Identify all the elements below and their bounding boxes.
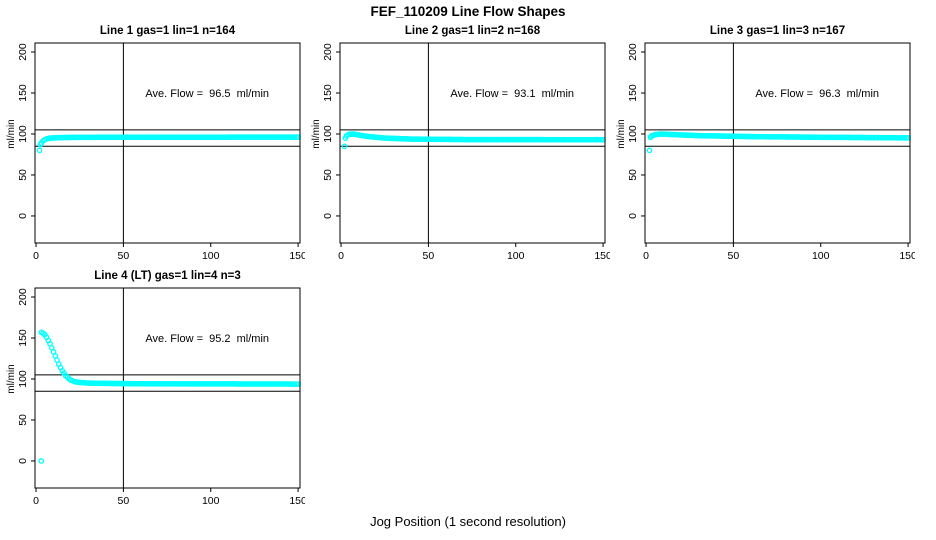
x-axis-label: Jog Position (1 second resolution) <box>370 514 566 529</box>
x-tick-label: 50 <box>728 250 740 262</box>
plot-border <box>34 287 301 489</box>
plot-line-3: 0 50 100 150 0 50 100 150 200 ml/min Ave. Flow = 9… <box>616 42 915 262</box>
x-axis: 0 50 100 150 <box>33 488 305 507</box>
reference-lines <box>340 43 605 243</box>
x-tick-label: 0 <box>33 495 39 507</box>
y-tick-label: 0 <box>322 213 334 219</box>
y-tick-label: 100 <box>17 125 29 143</box>
data-point <box>36 147 43 154</box>
plot-line-4: 0 50 100 150 0 50 100 150 200 ml/min Ave. Flow = 9… <box>6 287 305 507</box>
data-points <box>38 329 301 464</box>
y-tick-label: 150 <box>17 329 29 347</box>
y-tick-label: 50 <box>627 169 639 181</box>
y-axis-title: ml/min <box>6 119 17 148</box>
y-axis-title: ml/min <box>616 119 627 148</box>
x-tick-label: 50 <box>118 250 130 262</box>
x-axis: 0 50 100 150 <box>33 243 305 262</box>
data-point <box>341 143 348 150</box>
plot-line-1: 0 50 100 150 0 50 100 150 200 ml/min Ave. Flow = 9… <box>6 42 305 262</box>
plot-line-2: 0 50 100 150 0 50 100 150 200 ml/min Ave. Flow = 9… <box>311 42 610 262</box>
data-point <box>646 147 653 154</box>
y-tick-label: 0 <box>627 213 639 219</box>
y-tick-label: 200 <box>322 43 334 61</box>
ave-flow-annotation: Ave. Flow = 96.5 ml/min <box>145 88 269 100</box>
y-tick-label: 200 <box>627 43 639 61</box>
x-tick-label: 50 <box>423 250 435 262</box>
panel-line-3: Line 3 gas=1 lin=3 n=167 0 50 100 150 0 50 100… <box>615 25 915 270</box>
x-tick-label: 0 <box>338 250 344 262</box>
x-tick-label: 150 <box>289 495 305 507</box>
x-tick-label: 0 <box>643 250 649 262</box>
y-axis-title: ml/min <box>6 364 17 393</box>
figure-title: FEF_110209 Line Flow Shapes <box>370 4 566 19</box>
data-point <box>38 458 45 464</box>
panel-line-4: Line 4 (LT) gas=1 lin=4 n=3 0 50 100 150 0 50… <box>5 270 305 515</box>
x-tick-label: 100 <box>202 495 220 507</box>
data-points <box>341 131 606 150</box>
y-tick-label: 50 <box>17 414 29 426</box>
y-axis: 0 50 100 150 200 ml/min <box>6 43 35 219</box>
reference-lines <box>35 43 300 243</box>
reference-lines <box>645 43 910 243</box>
plot-border <box>34 42 301 244</box>
x-tick-label: 100 <box>812 250 830 262</box>
ave-flow-annotation: Ave. Flow = 95.2 ml/min <box>145 333 269 345</box>
y-axis-title: ml/min <box>311 119 322 148</box>
plot-border <box>339 42 606 244</box>
y-tick-label: 100 <box>627 125 639 143</box>
y-axis: 0 50 100 150 200 ml/min <box>311 43 340 219</box>
x-tick-label: 100 <box>507 250 525 262</box>
y-tick-label: 0 <box>17 458 29 464</box>
y-tick-label: 50 <box>322 169 334 181</box>
x-tick-label: 100 <box>202 250 220 262</box>
y-axis: 0 50 100 150 200 ml/min <box>6 288 35 464</box>
x-tick-label: 0 <box>33 250 39 262</box>
y-tick-label: 200 <box>17 288 29 306</box>
y-tick-label: 100 <box>322 125 334 143</box>
panel-line-1: Line 1 gas=1 lin=1 n=164 0 50 100 150 0 50 100… <box>5 25 305 270</box>
panel-title-line-1: Line 1 gas=1 lin=1 n=164 <box>99 25 236 37</box>
data-points <box>646 131 911 154</box>
y-tick-label: 0 <box>17 213 29 219</box>
y-tick-label: 100 <box>17 370 29 388</box>
x-axis: 0 50 100 150 <box>338 243 610 262</box>
x-tick-label: 50 <box>118 495 130 507</box>
panel-title-line-3: Line 3 gas=1 lin=3 n=167 <box>709 25 846 37</box>
ave-flow-annotation: Ave. Flow = 96.3 ml/min <box>755 88 879 100</box>
y-tick-label: 50 <box>17 169 29 181</box>
x-tick-label: 150 <box>899 250 915 262</box>
x-axis: 0 50 100 150 <box>643 243 915 262</box>
panel-title-line-2: Line 2 gas=1 lin=2 n=168 <box>404 25 541 37</box>
data-points <box>36 134 301 154</box>
y-tick-label: 150 <box>322 84 334 102</box>
reference-lines <box>35 288 300 488</box>
panel-line-2: Line 2 gas=1 lin=2 n=168 0 50 100 150 0 50 100… <box>310 25 610 270</box>
plot-border <box>644 42 911 244</box>
y-tick-label: 200 <box>17 43 29 61</box>
ave-flow-annotation: Ave. Flow = 93.1 ml/min <box>450 88 574 100</box>
x-tick-label: 150 <box>289 250 305 262</box>
x-tick-label: 150 <box>594 250 610 262</box>
y-tick-label: 150 <box>627 84 639 102</box>
panel-title-line-4: Line 4 (LT) gas=1 lin=4 n=3 <box>94 270 241 282</box>
y-tick-label: 150 <box>17 84 29 102</box>
y-axis: 0 50 100 150 200 ml/min <box>616 43 645 219</box>
